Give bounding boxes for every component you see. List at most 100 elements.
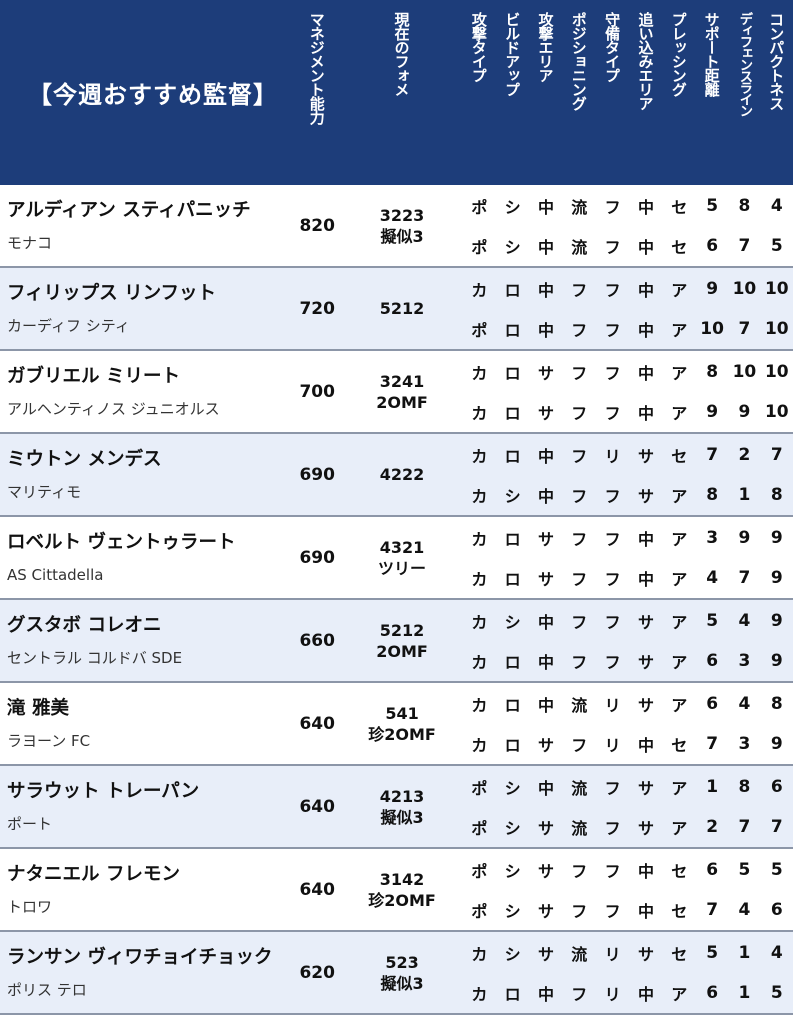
management-value: 820 xyxy=(299,215,335,236)
tactic-value: 流 xyxy=(562,931,596,973)
manager-name: ロベルト ヴェントゥラート xyxy=(7,531,236,553)
tactic-value: ア xyxy=(662,641,696,683)
tactic-value: ロ xyxy=(495,392,530,434)
numeric-value: 6 xyxy=(695,641,729,683)
numeric-value: 7 xyxy=(760,807,793,849)
tactic-value: 中 xyxy=(529,641,563,683)
tactic-value: フ xyxy=(595,765,630,807)
formation-variant: 擬似3 xyxy=(380,226,424,246)
tactic-value: フ xyxy=(595,226,630,268)
numeric-value: 9 xyxy=(695,392,729,434)
club-name: モナコ xyxy=(7,233,53,252)
tactic-value: カ xyxy=(462,392,496,434)
numeric-value: 9 xyxy=(760,641,793,683)
col-header-compactness: コンパクトネス xyxy=(760,0,793,185)
manager-name-cell: ランサン ヴィワチョイチョック ポリス テロ xyxy=(0,931,293,1015)
numeric-value: 3 xyxy=(728,641,761,683)
management-value: 720 xyxy=(299,298,335,319)
tactic-value: サ xyxy=(529,392,563,434)
formation-cell: 5212 2OMF xyxy=(341,599,463,683)
tactic-value: 中 xyxy=(629,350,663,392)
tactic-value: カ xyxy=(462,641,496,683)
numeric-value: 7 xyxy=(728,558,761,600)
tactic-value: 中 xyxy=(529,765,563,807)
numeric-value: 7 xyxy=(728,226,761,268)
formation-value: 541 xyxy=(385,703,419,723)
tactic-value: サ xyxy=(629,475,663,517)
manager-name-cell: 滝 雅美ラヨーン FC xyxy=(0,682,293,766)
tactic-value: フ xyxy=(595,309,630,351)
formation-value: 4321 xyxy=(379,537,425,557)
manager-name-cell: ミウトン メンデス マリティモ xyxy=(0,433,293,517)
table-row: ロベルト ヴェントゥラート AS Cittadella 690 4321 ツリーカロサフ… xyxy=(0,516,793,600)
tactic-value: サ xyxy=(629,931,663,973)
numeric-value: 10 xyxy=(760,350,793,392)
col-header-defensive-line: ディフェンスライン xyxy=(728,0,761,185)
formation-value: 4222 xyxy=(379,465,425,484)
col-header-containment-area: 追い込みエリア xyxy=(629,0,663,185)
col-header-defense-type: 守備タイプ xyxy=(595,0,630,185)
header-row: 【今週おすすめ監督】 マネジメント能力 現在のフォメ 攻撃タイプ ビルドアップ … xyxy=(0,0,793,185)
tactic-value: 中 xyxy=(629,267,663,309)
numeric-value: 8 xyxy=(760,682,793,724)
tactic-value: ア xyxy=(662,309,696,351)
numeric-value: 10 xyxy=(760,309,793,351)
formation-value: 5212 xyxy=(379,299,425,318)
col-header-management: マネジメント能力 xyxy=(292,0,342,185)
tactic-value: サ xyxy=(529,931,563,973)
table-row: アルディアン スティパニッチ モナコ 820 3223 擬似3 ポシ中流フ中セ 5 8 4 xyxy=(0,185,793,268)
tactic-value: カ xyxy=(462,350,496,392)
tactic-value: ロ xyxy=(495,682,530,724)
management-cell: 620 xyxy=(292,931,342,1015)
manager-name-cell: ガブリエル ミリート アルヘンティノス ジュニオルス xyxy=(0,350,293,434)
numeric-value: 7 xyxy=(728,309,761,351)
col-header-label: コンパクトネス xyxy=(767,12,786,110)
manager-name: ランサン ヴィワチョイチョック xyxy=(7,946,273,968)
tactic-value: カ xyxy=(462,267,496,309)
tactic-value: フ xyxy=(595,516,630,558)
tactic-value: 中 xyxy=(529,226,563,268)
formation-variant: 擬似3 xyxy=(380,973,424,993)
numeric-value: 10 xyxy=(760,392,793,434)
tactic-value: サ xyxy=(629,599,663,641)
numeric-value: 4 xyxy=(695,558,729,600)
tactic-value: シ xyxy=(495,848,530,890)
col-header-label: 攻撃エリア xyxy=(536,12,555,82)
tactic-value: サ xyxy=(529,350,563,392)
tactic-value: ロ xyxy=(495,558,530,600)
tactic-value: カ xyxy=(462,433,496,475)
numeric-value: 4 xyxy=(728,890,761,932)
numeric-value: 2 xyxy=(728,433,761,475)
numeric-value: 4 xyxy=(728,682,761,724)
tactic-value: ア xyxy=(662,765,696,807)
tactic-value: ア xyxy=(662,475,696,517)
tactic-value: ポ xyxy=(462,848,496,890)
tactic-value: ロ xyxy=(495,516,530,558)
numeric-value: 6 xyxy=(695,682,729,724)
club-name: AS Cittadella xyxy=(7,565,104,584)
tactic-value: サ xyxy=(529,890,563,932)
numeric-value: 10 xyxy=(728,350,761,392)
manager-name: アルディアン スティパニッチ xyxy=(7,199,251,221)
numeric-value: 4 xyxy=(728,599,761,641)
tactic-value: ポ xyxy=(462,890,496,932)
tactic-value: 中 xyxy=(629,724,663,766)
tactic-value: 中 xyxy=(529,475,563,517)
manager-name: グスタボ コレオニ xyxy=(7,614,162,636)
col-header-positioning: ポジショニング xyxy=(562,0,596,185)
management-value: 700 xyxy=(299,381,335,402)
formation-value: 3223 xyxy=(379,205,425,225)
club-name: トロワ xyxy=(7,897,53,916)
tactic-value: サ xyxy=(629,682,663,724)
numeric-value: 8 xyxy=(695,350,729,392)
manager-name: 滝 雅美 xyxy=(7,697,69,719)
tactic-value: 中 xyxy=(529,309,563,351)
tactic-value: フ xyxy=(595,392,630,434)
club-name: ラヨーン FC xyxy=(7,731,91,750)
tactic-value: フ xyxy=(562,848,596,890)
tactic-value: 中 xyxy=(529,433,563,475)
tactic-value: リ xyxy=(595,433,630,475)
